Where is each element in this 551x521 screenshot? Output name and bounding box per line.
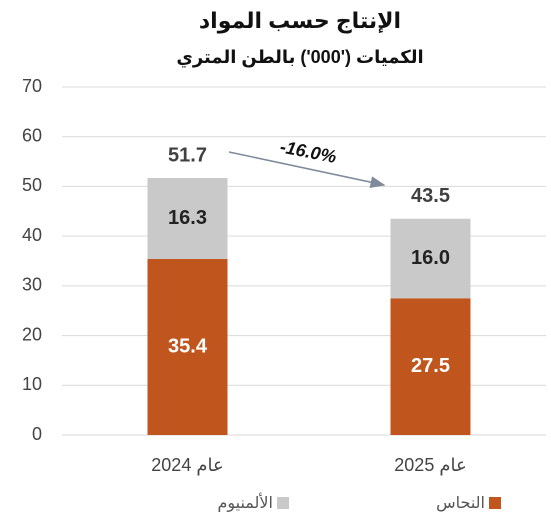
y-tick-label: 20 — [22, 324, 42, 344]
total-label: 43.5 — [411, 185, 450, 207]
y-tick-label: 60 — [22, 125, 42, 145]
change-arrow — [228, 151, 386, 189]
legend-label: النحاس — [436, 495, 485, 512]
data-label: 27.5 — [411, 355, 450, 377]
y-tick-label: 30 — [22, 275, 42, 295]
bar-segment — [147, 177, 228, 260]
y-tick-label: 0 — [32, 424, 42, 444]
bar-segment — [390, 218, 471, 299]
total-label: 51.7 — [168, 144, 207, 166]
legend-swatch — [489, 497, 501, 509]
chart-title: الإنتاج حسب المواد — [199, 8, 401, 34]
legend-swatch — [277, 497, 289, 509]
x-tick-label: عام 2025 — [394, 455, 466, 475]
change-annotation: -16.0% — [278, 137, 338, 168]
legend-label: الألمنيوم — [217, 492, 273, 513]
y-tick-label: 40 — [22, 225, 42, 245]
data-label: 16.3 — [168, 207, 207, 229]
x-tick-label: عام 2024 — [151, 455, 223, 475]
data-label: 16.0 — [411, 247, 450, 269]
bar-segment — [147, 259, 228, 435]
bar-segment — [390, 298, 471, 435]
chart-subtitle: الكميات ('000') بالطن المتري — [176, 47, 423, 68]
y-tick-label: 70 — [22, 76, 42, 96]
data-label: 35.4 — [168, 335, 208, 357]
y-tick-label: 10 — [22, 374, 42, 394]
y-tick-label: 50 — [22, 175, 42, 195]
